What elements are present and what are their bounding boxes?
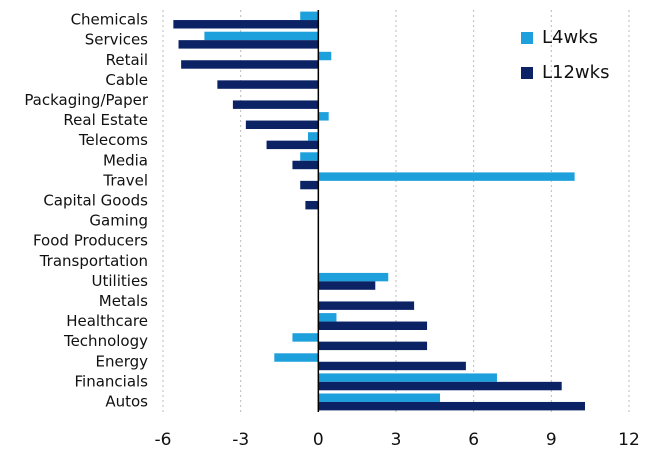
y-tick-label: Metals [99,292,148,310]
bar [318,373,497,382]
x-tick-label: 0 [313,430,324,450]
bar [318,172,575,181]
x-tick-label: 6 [468,430,479,450]
y-tick-label: Chemicals [71,11,149,29]
bar [318,313,337,322]
y-tick-label: Energy [95,352,148,370]
y-tick-label: Healthcare [66,312,148,330]
y-tick-label: Telecoms [78,131,148,149]
bar [300,11,319,21]
y-tick-label: Cable [105,71,148,89]
y-tick-label: Media [103,151,148,169]
y-tick-label: Transportation [39,252,148,270]
legend-swatch [521,67,533,79]
y-tick-label: Travel [102,171,148,189]
legend-label: L12wks [542,62,609,83]
bar [217,80,319,89]
legend-label: L4wks [542,27,598,48]
y-tick-label: Utilities [92,272,149,290]
bar [245,120,319,129]
y-tick-label: Gaming [89,212,148,230]
bar [318,361,466,371]
bar [181,60,319,69]
bar [292,333,319,342]
bar [178,40,319,49]
x-tick-label: -6 [155,430,172,450]
y-tick-label: Services [85,31,148,49]
bar [318,272,389,282]
bar [232,100,319,109]
x-tick-label: 3 [391,430,402,450]
bar [204,31,319,41]
bar [318,112,329,121]
bar [318,321,428,330]
x-tick-label: -3 [232,430,249,450]
bar [318,51,332,61]
bar [266,140,319,150]
y-tick-label: Capital Goods [43,191,148,209]
bar [318,301,415,310]
y-tick-label: Real Estate [63,111,148,129]
legend-swatch [521,32,533,44]
y-tick-label: Autos [105,392,148,410]
bar [305,200,319,210]
bar [300,180,319,190]
y-tick-label: Food Producers [33,232,148,250]
y-tick-label: Packaging/Paper [24,91,149,109]
y-tick-label: Retail [106,51,148,69]
bar [274,353,319,362]
x-tick-label: 9 [546,430,557,450]
bar [318,393,441,402]
bar [300,152,319,161]
x-tick-label: 12 [618,430,640,450]
y-tick-label: Technology [63,332,148,350]
bar [318,341,428,351]
bar [318,381,562,391]
y-tick-label: Financials [75,372,149,390]
bar [173,20,319,29]
bar [318,281,376,290]
bar [292,160,319,170]
bar [307,132,319,141]
bar [318,401,585,411]
